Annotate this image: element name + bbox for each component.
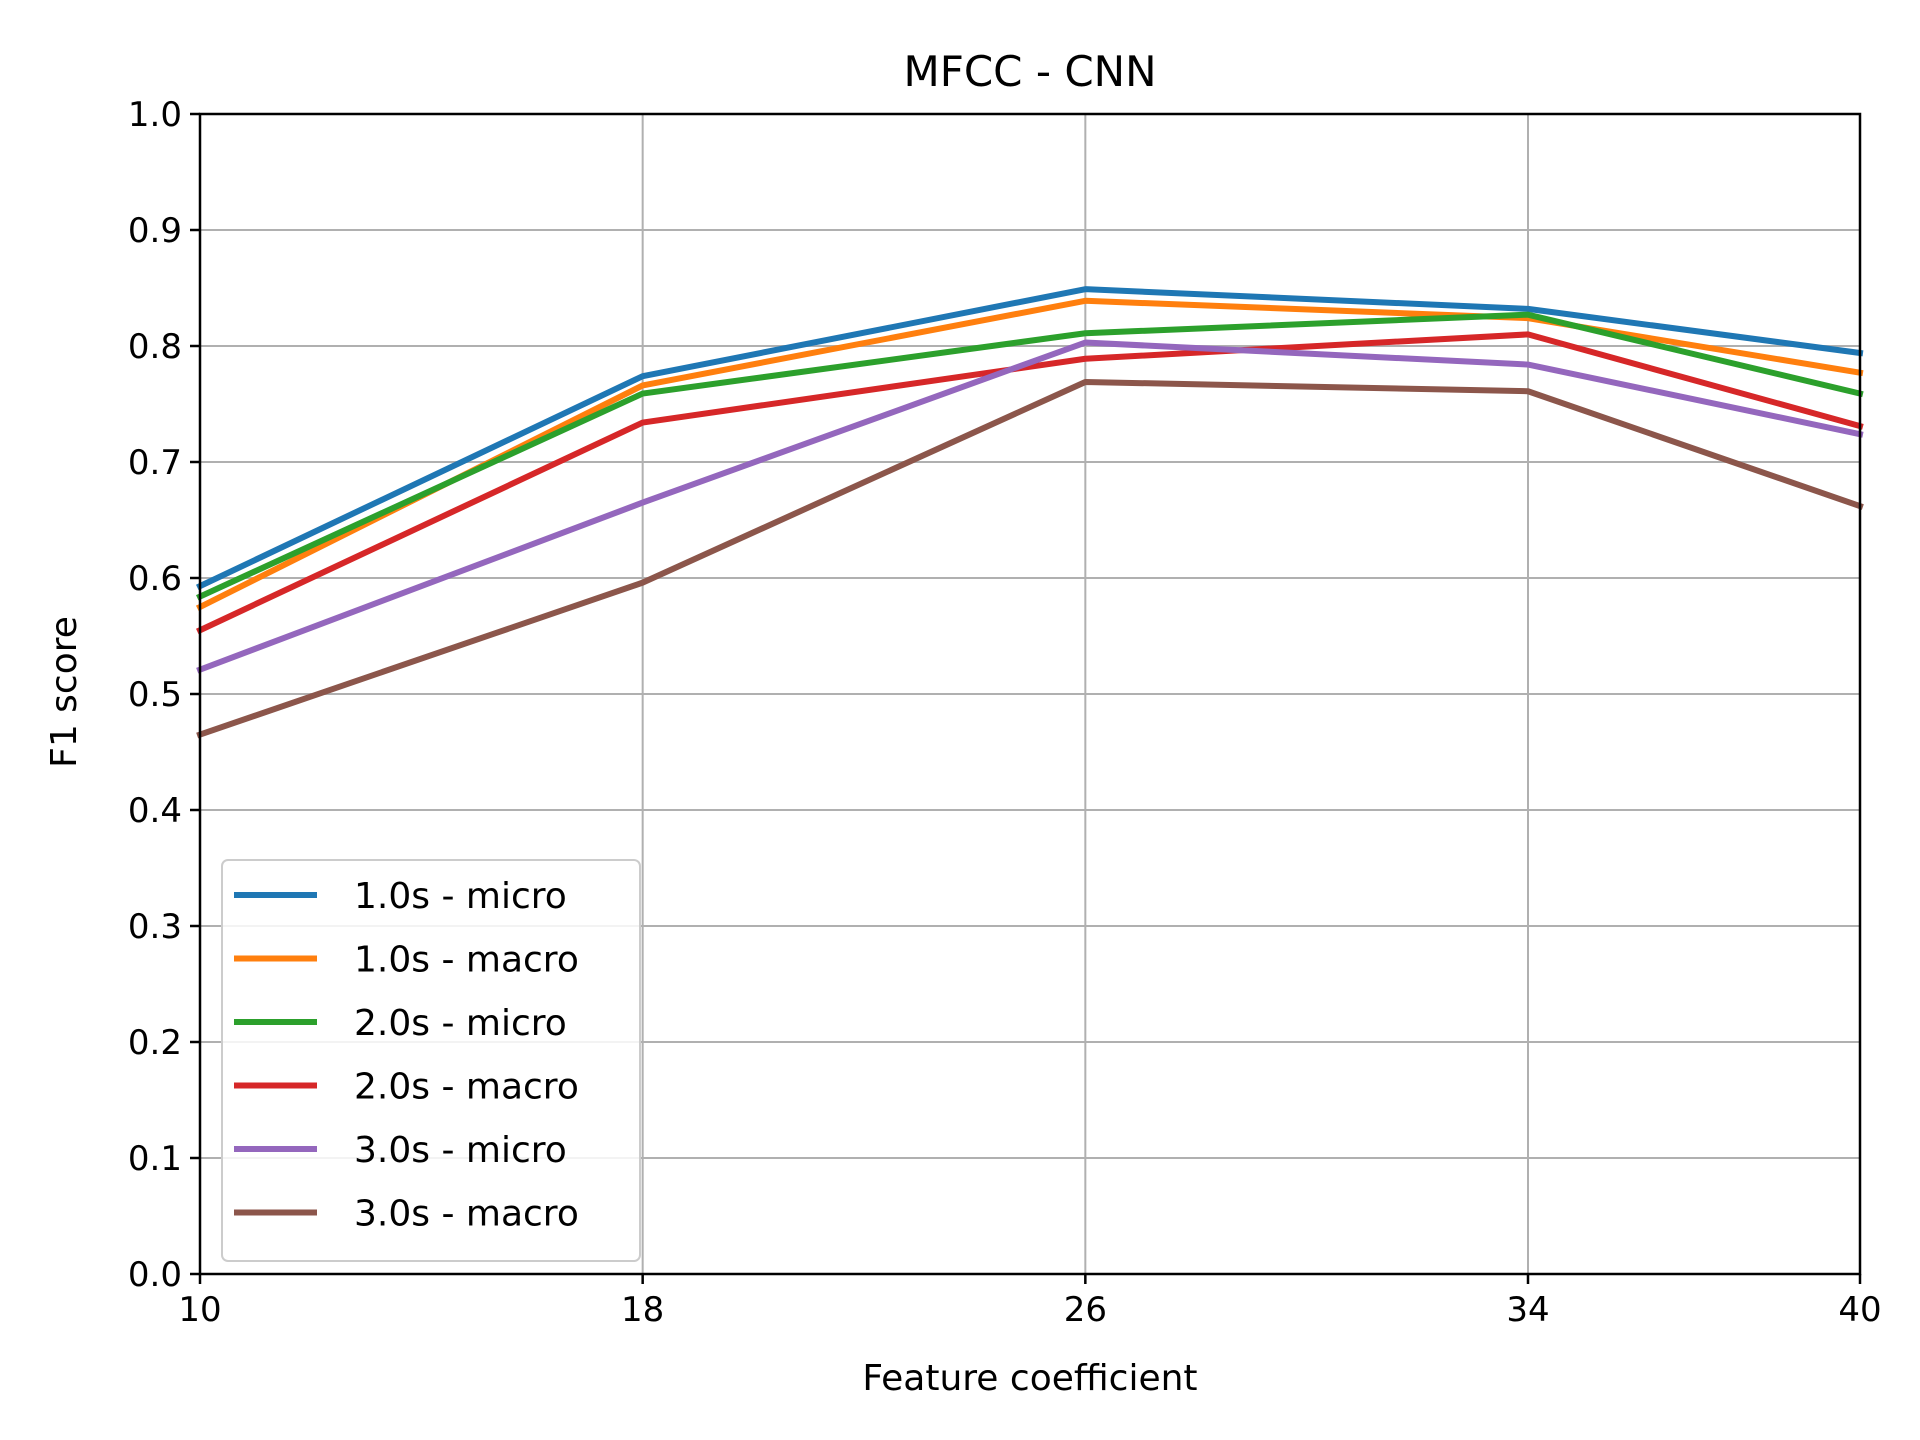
y-tick-label: 0.8: [128, 327, 182, 367]
y-tick-label: 0.2: [128, 1023, 182, 1063]
series-line-1: [196, 286, 1864, 591]
x-tick-label: 34: [1506, 1290, 1549, 1330]
legend-label: 3.0s - macro: [354, 1194, 579, 1235]
y-tick-label: 0.0: [128, 1255, 182, 1295]
y-tick-label: 0.3: [128, 907, 182, 947]
legend-item[interactable]: 2.0s - micro: [234, 1003, 567, 1044]
legend-item[interactable]: 1.0s - micro: [234, 876, 567, 917]
series-line-4: [196, 331, 1864, 635]
legend-label: 2.0s - macro: [354, 1067, 579, 1108]
chart-title: MFCC - CNN: [903, 47, 1156, 96]
y-ticks: 0.0 0.1 0.2 0.3 0.4 0.5 0.6 0.7 0.8 0.9 1.0: [128, 95, 200, 1295]
y-tick-label: 0.4: [128, 791, 182, 831]
y-tick-label: 1.0: [128, 95, 182, 135]
series-line-6: [196, 378, 1864, 739]
series-lines: [195, 286, 1864, 739]
y-tick-label: 0.7: [128, 443, 182, 483]
legend-label: 2.0s - micro: [354, 1003, 567, 1044]
legend-label: 1.0s - macro: [354, 940, 579, 981]
y-axis-label: F1 score: [44, 616, 85, 768]
legend-box: [221, 859, 641, 1262]
legend-item[interactable]: 3.0s - macro: [234, 1194, 579, 1235]
series-line-5: [196, 339, 1864, 674]
y-tick-label: 0.5: [128, 675, 182, 715]
legend[interactable]: 1.0s - micro 1.0s - macro 2.0s - micro 2.0s…: [221, 859, 641, 1262]
series-line-3: [196, 311, 1864, 601]
legend-label: 3.0s - micro: [354, 1130, 567, 1171]
y-tick-label: 0.9: [128, 211, 182, 251]
x-tick-label: 26: [1064, 1290, 1107, 1330]
y-tick-label: 0.6: [128, 559, 182, 599]
legend-item[interactable]: 3.0s - micro: [234, 1130, 567, 1171]
x-tick-label: 40: [1838, 1290, 1881, 1330]
legend-item[interactable]: 2.0s - macro: [234, 1067, 579, 1108]
x-ticks: 10 18 26 34 40: [178, 1274, 1882, 1330]
x-axis-label: Feature coefficient: [862, 1358, 1197, 1399]
x-tick-label: 18: [621, 1290, 664, 1330]
x-tick-label: 10: [178, 1290, 221, 1330]
legend-label: 1.0s - micro: [354, 876, 567, 917]
legend-item[interactable]: 1.0s - macro: [234, 940, 579, 981]
y-tick-label: 0.1: [128, 1139, 182, 1179]
